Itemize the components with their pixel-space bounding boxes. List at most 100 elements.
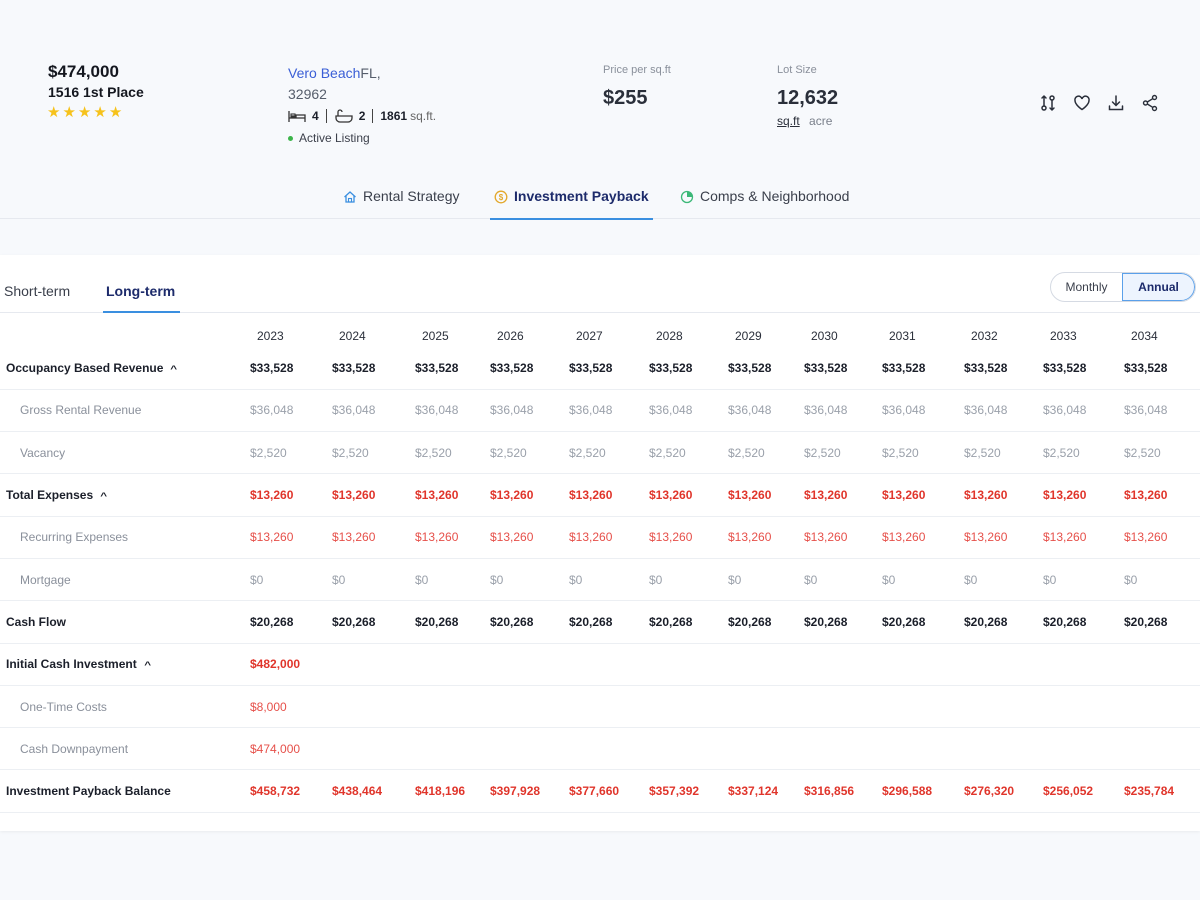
annual-option[interactable]: Annual <box>1122 273 1195 301</box>
state: FL, <box>360 65 381 81</box>
chevron-up-icon[interactable]: ^ <box>143 660 151 671</box>
share-button[interactable] <box>1140 93 1159 112</box>
table-cell: $20,268 <box>1043 600 1124 644</box>
table-row[interactable]: Initial Cash Investment ^ $482,000 <box>0 643 1200 686</box>
table-cell <box>728 643 804 686</box>
table-cell: $33,528 <box>964 347 1043 390</box>
subtab-short-term[interactable]: Short-term <box>4 283 71 299</box>
table-cell: $418,196 <box>415 769 490 813</box>
table-cell: $0 <box>1043 558 1124 602</box>
baths-count: 2 <box>358 109 366 123</box>
table-cell: $0 <box>1124 558 1200 602</box>
table-cell <box>1043 727 1124 771</box>
row-label-text: Mortgage <box>20 572 71 587</box>
table-cell: $13,260 <box>728 516 804 559</box>
row-label: Investment Payback Balance <box>0 769 250 813</box>
table-body: Occupancy Based Revenue ^ $33,528 $33,528 $3… <box>0 347 1200 813</box>
table-cell: $36,048 <box>1124 389 1200 433</box>
tab-rental-strategy[interactable]: Rental Strategy <box>343 188 460 219</box>
table-cell <box>1124 643 1200 686</box>
row-label-text: One-Time Costs <box>20 699 107 714</box>
table-cell <box>649 727 728 771</box>
table-row[interactable]: Total Expenses ^ $13,260 $13,260 $13,260 $13,… <box>0 473 1200 517</box>
table-cell <box>490 685 569 729</box>
row-label: One-Time Costs <box>0 685 250 729</box>
table-cell: $13,260 <box>649 473 728 517</box>
download-button[interactable] <box>1106 93 1125 112</box>
table-cell: $36,048 <box>332 389 415 433</box>
table-cell <box>569 685 649 729</box>
table-cell: $13,260 <box>250 473 332 517</box>
table-cell: $13,260 <box>332 473 415 517</box>
table-cell: $13,260 <box>332 516 415 559</box>
table-cell: $458,732 <box>250 769 332 813</box>
table-cell <box>569 727 649 771</box>
lot-unit-sqft[interactable]: sq.ft <box>777 114 800 128</box>
table-cell <box>649 685 728 729</box>
row-label: Occupancy Based Revenue ^ <box>0 347 250 390</box>
table-cell: $36,048 <box>649 389 728 433</box>
status-dot-icon <box>288 135 293 141</box>
table-cell: $2,520 <box>804 431 882 475</box>
favorite-button[interactable] <box>1072 93 1091 112</box>
table-cell: $2,520 <box>1043 431 1124 475</box>
tab-investment-payback[interactable]: $ Investment Payback <box>490 188 653 220</box>
year-header: 2027 <box>576 329 603 343</box>
tab-comps-neighborhood[interactable]: Comps & Neighborhood <box>680 188 849 219</box>
chevron-up-icon[interactable]: ^ <box>100 491 108 502</box>
property-header: $474,000 1516 1st Place ★ ★ ★ ★ ★ Vero B… <box>0 0 1200 155</box>
table-cell: $20,268 <box>649 600 728 644</box>
table-cell <box>415 727 490 771</box>
year-header: 2023 <box>257 329 284 343</box>
compare-button[interactable] <box>1038 93 1057 112</box>
listing-address: 1516 1st Place <box>48 84 144 100</box>
status-text: Active Listing <box>299 131 370 145</box>
table-cell: $13,260 <box>649 516 728 559</box>
table-cell <box>1043 643 1124 686</box>
row-label-text: Cash Flow <box>6 614 67 629</box>
table-cell: $0 <box>728 558 804 602</box>
table-cell: $2,520 <box>569 431 649 475</box>
listing-actions <box>1038 93 1159 112</box>
table-cell: $13,260 <box>882 473 964 517</box>
location: Vero BeachFL, 32962 <box>288 63 381 105</box>
table-cell: $2,520 <box>882 431 964 475</box>
table-cell: $13,260 <box>569 516 649 559</box>
table-cell: $0 <box>882 558 964 602</box>
payback-panel: Short-term Long-term Monthly Annual 2023… <box>0 255 1200 831</box>
table-cell: $438,464 <box>332 769 415 813</box>
table-row: Cash Downpayment $474,000 <box>0 727 1200 771</box>
table-cell: $397,928 <box>490 769 569 813</box>
year-header-row: 2023 2024 2025 2026 2027 2028 2029 2030 2031 2032… <box>0 325 1200 347</box>
table-row: One-Time Costs $8,000 <box>0 685 1200 729</box>
table-cell: $13,260 <box>569 473 649 517</box>
year-header: 2024 <box>339 329 366 343</box>
table-cell: $0 <box>569 558 649 602</box>
lot-unit-switch: sq.ft acre <box>777 114 832 128</box>
table-cell: $13,260 <box>490 516 569 559</box>
divider <box>325 109 327 123</box>
chevron-up-icon[interactable]: ^ <box>170 363 178 374</box>
bed-icon <box>288 111 306 122</box>
table-cell: $316,856 <box>804 769 882 813</box>
table-cell <box>415 685 490 729</box>
table-cell: $20,268 <box>964 600 1043 644</box>
year-header: 2034 <box>1131 329 1158 343</box>
subtab-long-term[interactable]: Long-term <box>106 283 176 299</box>
table-cell <box>332 643 415 686</box>
share-icon <box>1142 94 1157 111</box>
table-row: Gross Rental Revenue $36,048 $36,048 $36,04… <box>0 389 1200 433</box>
city-link[interactable]: Vero Beach <box>288 65 361 81</box>
table-cell: $2,520 <box>649 431 728 475</box>
rating-stars: ★ ★ ★ ★ ★ <box>47 104 122 122</box>
table-row[interactable]: Occupancy Based Revenue ^ $33,528 $33,528 $3… <box>0 347 1200 390</box>
table-cell: $20,268 <box>1124 600 1200 644</box>
monthly-option[interactable]: Monthly <box>1065 280 1108 294</box>
lot-unit-acre[interactable]: acre <box>809 114 833 128</box>
table-cell: $20,268 <box>490 600 569 644</box>
table-cell: $296,588 <box>882 769 964 813</box>
table-cell <box>804 685 882 729</box>
table-cell: $0 <box>250 558 332 602</box>
table-cell: $0 <box>332 558 415 602</box>
svg-text:$: $ <box>499 193 504 202</box>
